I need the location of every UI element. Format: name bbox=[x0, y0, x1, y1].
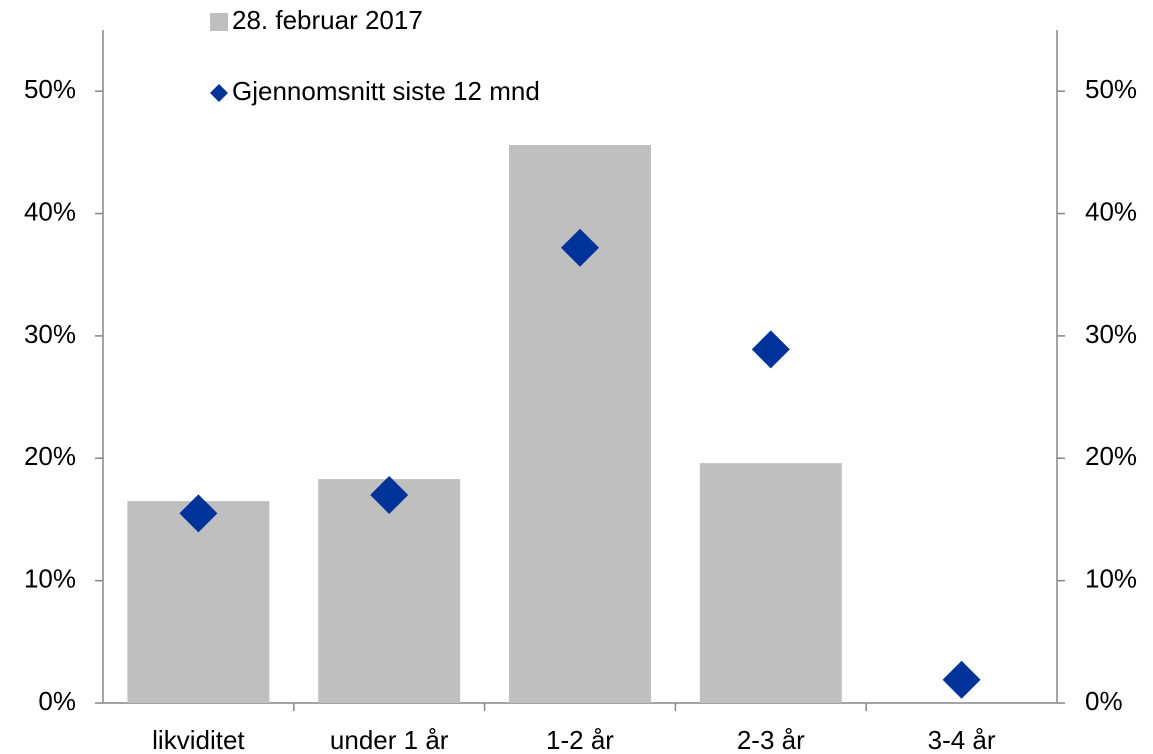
y-tick-label: 50% bbox=[24, 74, 76, 104]
diamond-marker bbox=[179, 494, 218, 533]
bar bbox=[699, 463, 842, 703]
y2-tick-label: 30% bbox=[1085, 319, 1137, 349]
y2-tick-label: 0% bbox=[1085, 686, 1123, 716]
x-tick-label: 1-2 år bbox=[546, 725, 614, 754]
y-tick-label: 10% bbox=[24, 564, 76, 594]
y2-tick-label: 40% bbox=[1085, 196, 1137, 226]
y-tick-label: 20% bbox=[24, 441, 76, 471]
y2-tick-label: 50% bbox=[1085, 74, 1137, 104]
diamond-marker bbox=[942, 660, 981, 699]
legend-swatch bbox=[210, 13, 228, 31]
y2-tick-label: 20% bbox=[1085, 441, 1137, 471]
bar bbox=[509, 145, 651, 703]
x-tick-label: 3-4 år bbox=[928, 725, 996, 754]
x-tick-label: under 1 år bbox=[330, 725, 449, 754]
bar bbox=[318, 479, 461, 703]
legend-swatch bbox=[210, 84, 228, 102]
bar bbox=[127, 501, 270, 703]
diamond-marker bbox=[561, 228, 599, 267]
y-tick-label: 40% bbox=[24, 196, 76, 226]
legend-label: Gjennomsnitt siste 12 mnd bbox=[232, 76, 540, 106]
y-tick-label: 0% bbox=[38, 686, 76, 716]
legend-label: 28. februar 2017 bbox=[232, 5, 423, 35]
x-tick-label: 2-3 år bbox=[737, 725, 805, 754]
diamond-marker bbox=[370, 475, 409, 514]
y-tick-label: 30% bbox=[24, 319, 76, 349]
y2-tick-label: 10% bbox=[1085, 564, 1137, 594]
diamond-marker bbox=[751, 330, 790, 369]
x-tick-label: likviditet bbox=[152, 725, 245, 754]
